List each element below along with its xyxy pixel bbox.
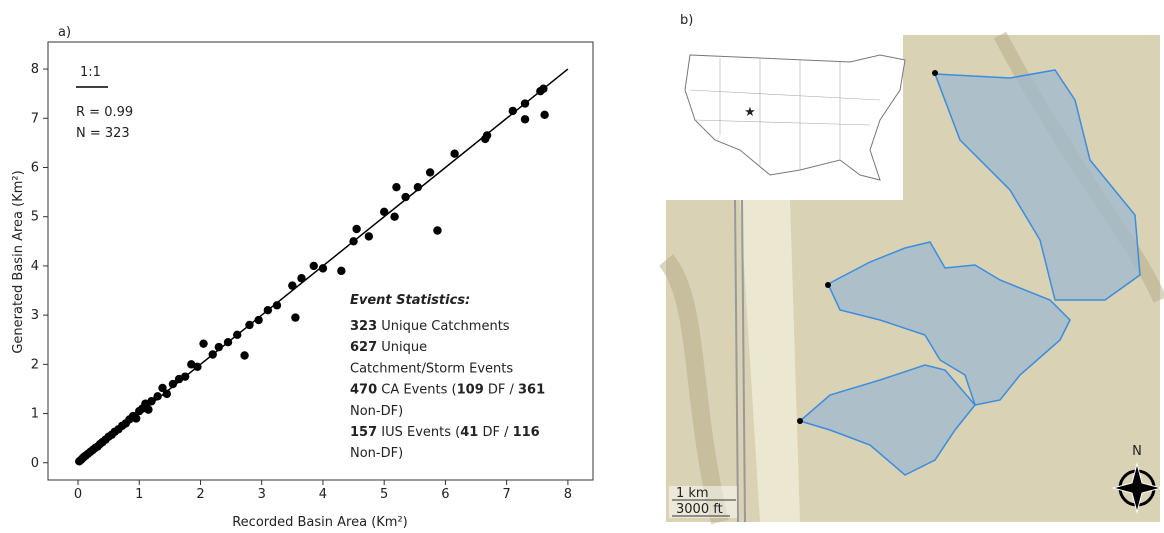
x-tick-label: 4 bbox=[319, 487, 327, 502]
stats-segment: Non-DF) bbox=[350, 404, 403, 419]
stats-segment: 627 bbox=[350, 340, 377, 355]
point bbox=[288, 281, 296, 289]
point bbox=[254, 316, 262, 324]
point bbox=[521, 99, 529, 107]
panel-label: b) bbox=[680, 13, 693, 28]
point bbox=[215, 343, 223, 351]
x-tick-label: 8 bbox=[564, 487, 572, 502]
point bbox=[426, 168, 434, 176]
stats-segment: 116 bbox=[513, 425, 540, 440]
y-tick-label: 6 bbox=[31, 160, 39, 175]
outlet bbox=[932, 70, 938, 76]
outlet bbox=[825, 282, 831, 288]
chart: a) Recorded Basin Area (Km²) Generated B… bbox=[0, 0, 1164, 533]
stats-segment: CA Events ( bbox=[377, 383, 456, 398]
stats-segment: 157 bbox=[350, 425, 377, 440]
point bbox=[240, 351, 248, 359]
x-axis-label: Recorded Basin Area (Km²) bbox=[232, 515, 408, 530]
stats-line: 323 Unique Catchments bbox=[350, 319, 510, 334]
point bbox=[264, 306, 272, 314]
point bbox=[153, 392, 161, 400]
stats-line: 470 CA Events (109 DF / 361 bbox=[350, 383, 545, 398]
stats-segment: Non-DF) bbox=[350, 446, 403, 461]
stats-line: Non-DF) bbox=[350, 446, 403, 461]
point bbox=[483, 131, 491, 139]
y-tick-label: 0 bbox=[31, 456, 39, 471]
point bbox=[193, 363, 201, 371]
panel-label: a) bbox=[58, 25, 71, 40]
stats-segment: IUS Events ( bbox=[377, 425, 460, 440]
x-tick-label: 5 bbox=[380, 487, 388, 502]
x-tick-label: 3 bbox=[258, 487, 266, 502]
point bbox=[199, 339, 207, 347]
point bbox=[209, 350, 217, 358]
point bbox=[224, 338, 232, 346]
stats-segment: 109 bbox=[457, 383, 484, 398]
y-axis-label: Generated Basin Area (Km²) bbox=[11, 170, 26, 353]
point bbox=[319, 264, 327, 272]
stats-segment: 41 bbox=[460, 425, 478, 440]
north-label: N bbox=[1132, 444, 1142, 459]
point bbox=[144, 405, 152, 413]
location-star: ★ bbox=[744, 105, 756, 120]
y-tick-label: 7 bbox=[31, 111, 39, 126]
point bbox=[380, 208, 388, 216]
point bbox=[401, 193, 409, 201]
stats-line: Catchment/Storm Events bbox=[350, 361, 513, 376]
point bbox=[337, 267, 345, 275]
stats-segment: 361 bbox=[518, 383, 545, 398]
y-tick-label: 1 bbox=[31, 407, 39, 422]
point bbox=[349, 237, 357, 245]
annotation: R = 0.99 bbox=[76, 105, 133, 120]
point bbox=[297, 274, 305, 282]
point bbox=[521, 115, 529, 123]
stats-line: 157 IUS Events (41 DF / 116 bbox=[350, 425, 540, 440]
annotation: N = 323 bbox=[76, 126, 130, 141]
point bbox=[540, 111, 548, 119]
figure: a) Recorded Basin Area (Km²) Generated B… bbox=[0, 0, 1164, 533]
x-tick-label: 1 bbox=[135, 487, 143, 502]
point bbox=[433, 226, 441, 234]
y-tick-label: 4 bbox=[31, 259, 39, 274]
stats-title: Event Statistics: bbox=[350, 293, 470, 308]
point bbox=[450, 150, 458, 158]
point bbox=[181, 372, 189, 380]
point bbox=[414, 183, 422, 191]
x-tick-label: 6 bbox=[441, 487, 449, 502]
y-tick-label: 2 bbox=[31, 357, 39, 372]
point bbox=[291, 313, 299, 321]
x-tick-label: 7 bbox=[503, 487, 511, 502]
legend-label: 1:1 bbox=[80, 65, 101, 80]
point bbox=[509, 107, 517, 115]
stats-segment: Unique bbox=[377, 340, 427, 355]
stats-segment: Catchment/Storm Events bbox=[350, 361, 513, 376]
x-tick-label: 0 bbox=[74, 487, 82, 502]
scale-label: 1 km bbox=[676, 486, 709, 501]
point bbox=[352, 225, 360, 233]
point bbox=[310, 262, 318, 270]
stats-line: 627 Unique bbox=[350, 340, 427, 355]
y-tick-label: 3 bbox=[31, 308, 39, 323]
y-tick-label: 8 bbox=[31, 62, 39, 77]
map: b) ★ 1 km 3000 ft N bbox=[666, 13, 1161, 522]
point bbox=[392, 183, 400, 191]
point bbox=[245, 321, 253, 329]
x-tick-label: 2 bbox=[196, 487, 204, 502]
point bbox=[233, 331, 241, 339]
stats-line: Non-DF) bbox=[350, 404, 403, 419]
outlet bbox=[797, 418, 803, 424]
point bbox=[163, 390, 171, 398]
point bbox=[132, 414, 140, 422]
stats-segment: DF / bbox=[478, 425, 512, 440]
point bbox=[539, 85, 547, 93]
scale-label: 3000 ft bbox=[676, 502, 723, 517]
y-tick-label: 5 bbox=[31, 210, 39, 225]
stats-segment: DF / bbox=[484, 383, 518, 398]
stats-segment: 323 bbox=[350, 319, 377, 334]
point bbox=[365, 232, 373, 240]
point bbox=[390, 213, 398, 221]
point bbox=[273, 301, 281, 309]
stats-segment: 470 bbox=[350, 383, 377, 398]
stats-segment: Unique Catchments bbox=[377, 319, 510, 334]
